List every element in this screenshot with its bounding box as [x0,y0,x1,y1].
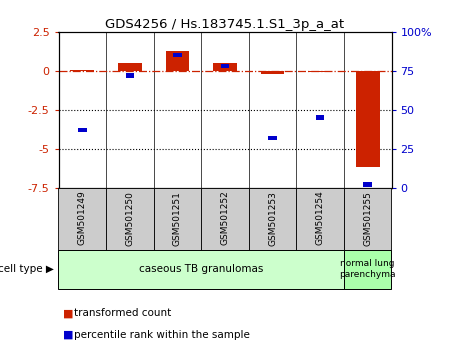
Text: ■: ■ [63,330,73,339]
Text: GSM501254: GSM501254 [315,191,324,245]
Text: GSM501251: GSM501251 [173,191,182,246]
Bar [308,71,332,72]
Bar [58,188,106,250]
Text: GSM501249: GSM501249 [78,191,87,245]
Text: GSM501250: GSM501250 [126,191,135,246]
Bar [201,188,249,250]
Bar [118,63,142,71]
Text: cell type ▶: cell type ▶ [0,264,54,274]
Bar [261,71,284,74]
Bar [356,71,380,167]
Text: GSM501252: GSM501252 [220,191,230,245]
Title: GDS4256 / Hs.183745.1.S1_3p_a_at: GDS4256 / Hs.183745.1.S1_3p_a_at [105,18,345,31]
Text: GSM501253: GSM501253 [268,191,277,246]
Text: transformed count: transformed count [74,308,171,318]
Bar [166,51,189,71]
Bar [364,182,372,187]
Text: normal lung
parenchyma: normal lung parenchyma [339,259,396,279]
Bar [58,250,344,289]
Bar [213,63,237,71]
Text: caseous TB granulomas: caseous TB granulomas [139,264,263,274]
Bar [344,188,392,250]
Bar [106,188,153,250]
Bar [153,188,201,250]
Bar [268,136,277,140]
Bar [220,64,230,68]
Bar [126,73,134,78]
Bar [344,250,392,289]
Bar [173,53,182,57]
Bar [316,115,324,120]
Bar [78,128,86,132]
Bar [249,188,297,250]
Text: ■: ■ [63,308,73,318]
Text: percentile rank within the sample: percentile rank within the sample [74,330,250,339]
Text: GSM501255: GSM501255 [363,191,372,246]
Bar [297,188,344,250]
